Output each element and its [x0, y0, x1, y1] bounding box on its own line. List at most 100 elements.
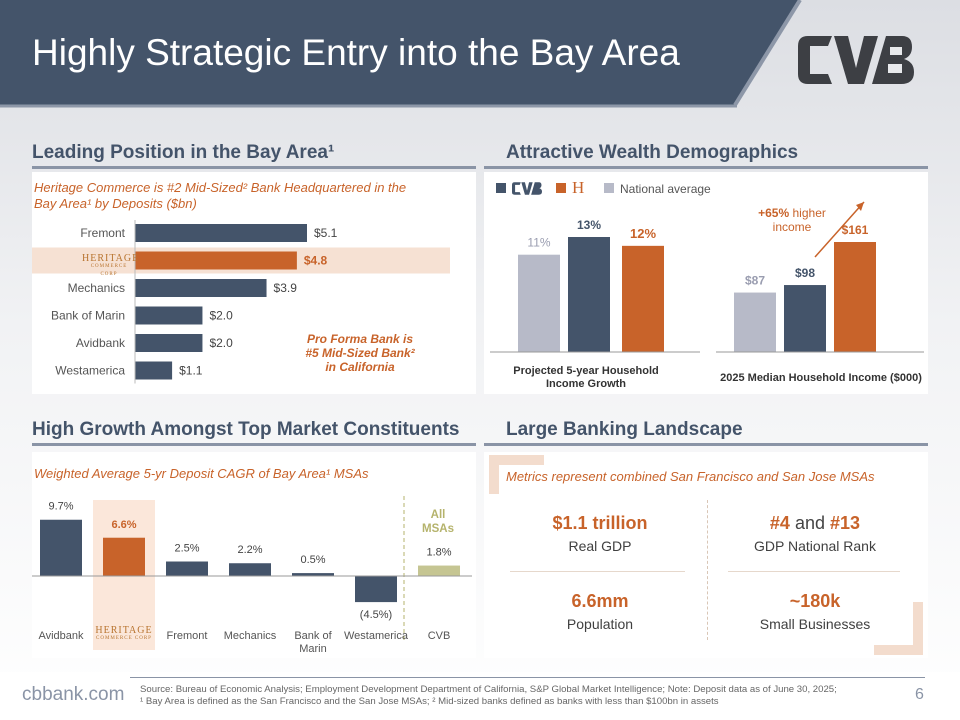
section-rule	[32, 166, 476, 169]
category-label: CVB	[428, 630, 451, 642]
grid-divider-h	[510, 571, 685, 572]
category-label: Bank of Marin	[51, 309, 125, 323]
section-rule	[484, 443, 928, 446]
income-value: $87	[745, 274, 765, 288]
small-business-value: ~180k	[789, 591, 841, 611]
category-label: Mechanics	[68, 281, 125, 295]
category-label: Marin	[299, 643, 327, 655]
deposits-bar-chart: $5.1 Fremont $4.8 $3.9 Mechanics $2.0 Bank of …	[32, 220, 450, 384]
pro-forma-callout: Pro Forma Bank is #5 Mid-Sized Bank² in …	[305, 332, 415, 374]
income-value: $161	[842, 223, 869, 237]
bar-3	[135, 279, 267, 297]
heritage-logo: HERITAGE COMMERCE CORP	[92, 626, 156, 643]
legend-national-swatch	[604, 183, 614, 193]
small-business-label: Small Businesses	[759, 616, 871, 632]
gdp-rank-a: #4	[769, 513, 790, 533]
gdp-rank-label: GDP National Rank	[754, 538, 876, 554]
landscape-section-title: Large Banking Landscape	[506, 419, 743, 440]
annotation-arrowhead	[856, 202, 864, 211]
grid-divider-h	[728, 571, 900, 572]
income-bar-2	[784, 285, 826, 352]
cagr-value: (4.5%)	[360, 609, 392, 621]
bar-4	[135, 306, 203, 325]
growth-bar-3	[622, 245, 664, 352]
value-label: $4.8	[304, 254, 328, 268]
section-rule	[484, 166, 928, 169]
growth-value: 12%	[630, 226, 656, 241]
footer-footnote: ¹ Bay Area is defined as the San Francis…	[140, 696, 719, 707]
income-annotation: +65% higher income	[752, 206, 832, 234]
category-label: Fremont	[80, 226, 125, 240]
cvb-logo	[798, 36, 914, 84]
bar-1	[135, 224, 307, 242]
cagr-bar-2	[103, 537, 145, 576]
title-banner	[0, 0, 802, 108]
income-chart-label: 2025 Median Household Income ($000)	[720, 372, 922, 384]
legend-heritage-h-icon: H	[572, 178, 585, 197]
growth-bar-2	[568, 237, 610, 352]
grid-divider-v	[707, 500, 708, 640]
population-label: Population	[566, 616, 634, 632]
income-bar-3	[834, 242, 876, 352]
growth-bar-1	[518, 254, 560, 352]
cagr-value: 0.5%	[300, 554, 325, 566]
page-number: 6	[915, 686, 924, 703]
category-label: Bank of	[294, 630, 332, 642]
legend-heritage-swatch	[556, 183, 566, 193]
category-label: Westamerica	[344, 630, 409, 642]
income-bar-1	[734, 292, 776, 352]
deposit-cagr-chart: 9.7% Avidbank 6.6% 2.5% Fremont 2.2% Mechanics…	[32, 496, 472, 655]
growth-section-title: High Growth Amongst Top Market Constitue…	[32, 419, 460, 440]
heritage-logo-sub: COMMERCE CORP	[96, 636, 152, 641]
legend-national-label: National average	[620, 182, 711, 196]
landscape-note: Metrics represent combined San Francisco…	[506, 469, 875, 484]
value-label: $5.1	[314, 226, 338, 240]
cagr-bar-3	[166, 561, 208, 576]
real-gdp-label: Real GDP	[568, 538, 632, 554]
growth-value: 13%	[577, 218, 601, 232]
category-label: Avidbank	[38, 630, 84, 642]
cagr-bar-1	[40, 519, 82, 576]
value-label: $2.0	[209, 336, 233, 350]
cagr-value: 2.2%	[237, 544, 262, 556]
gdp-rank-value: #4 and #13	[730, 513, 900, 534]
value-label: $2.0	[209, 309, 233, 323]
population-value: 6.6mm	[571, 591, 629, 611]
growth-chart-label: Projected 5-year Household Income Growth	[513, 365, 659, 390]
cagr-value: 6.6%	[111, 519, 136, 531]
leading-note: Heritage Commerce is #2 Mid-Sized² Bank …	[34, 180, 407, 211]
income-value: $98	[795, 266, 815, 280]
cagr-value: 9.7%	[48, 501, 73, 513]
gdp-rank-and: and	[794, 513, 826, 533]
bar-6	[135, 361, 173, 380]
annotation-arrow	[814, 201, 865, 258]
legend-cvb-swatch	[496, 183, 506, 193]
wealth-section-title: Attractive Wealth Demographics	[506, 142, 799, 163]
category-label: Fremont	[167, 630, 208, 642]
page-title: Highly Strategic Entry into the Bay Area	[32, 32, 680, 73]
footer-source: Source: Bureau of Economic Analysis; Emp…	[140, 684, 920, 708]
category-label: Mechanics	[224, 630, 277, 642]
footer-rule	[130, 677, 925, 678]
value-label: $3.9	[274, 281, 298, 295]
growth-value: 11%	[527, 236, 550, 250]
cagr-bar-5	[292, 573, 334, 576]
footer-url[interactable]: cbbank.com	[22, 684, 125, 705]
bar-5	[135, 334, 203, 352]
category-label: Avidbank	[76, 336, 126, 350]
heritage-logo: HERITAGE COMMERCE CORP	[82, 253, 140, 279]
heritage-logo-sub: COMMERCE CORP	[90, 264, 128, 277]
cagr-value: 1.8%	[426, 547, 451, 559]
cagr-bar-7	[418, 565, 460, 576]
footer-source-line: Source: Bureau of Economic Analysis; Emp…	[140, 684, 837, 695]
cagr-bar-6	[355, 576, 397, 603]
value-label: $1.1	[179, 364, 203, 378]
annotation-pct: +65%	[758, 206, 790, 220]
heritage-logo-name: HERITAGE	[82, 253, 140, 264]
landscape-panel	[484, 452, 928, 658]
footer-bar	[0, 672, 960, 720]
category-label: Westamerica	[55, 364, 125, 378]
bar-2	[135, 251, 297, 270]
leading-section-title: Leading Position in the Bay Area¹	[32, 142, 335, 163]
cagr-bar-4	[229, 563, 271, 576]
